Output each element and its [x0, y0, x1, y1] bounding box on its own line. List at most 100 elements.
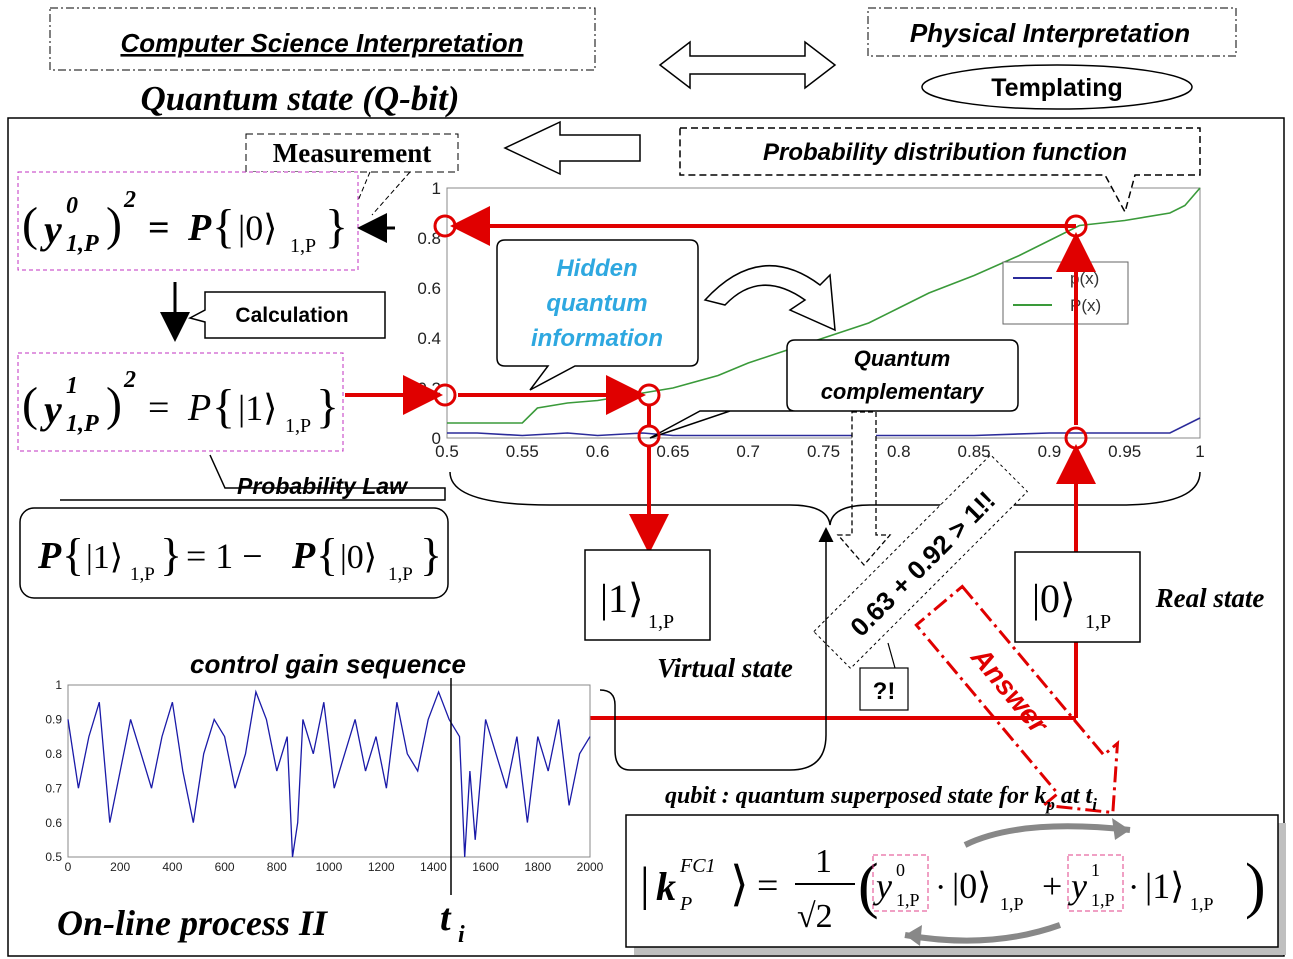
qubit-y1: y [1068, 866, 1087, 906]
templating-label: Templating [991, 74, 1122, 102]
marker-cdf-0.63 [637, 383, 661, 407]
law-equals: = 1 − [186, 536, 263, 576]
pdf-callout-label: Probability distribution function [763, 139, 1127, 166]
quantum-state-title: Quantum state (Q-bit) [141, 79, 460, 118]
quantum-comp-callout [649, 339, 1019, 439]
y1-left-paren: ( [22, 378, 38, 431]
xtick-label: 1600 [472, 860, 499, 874]
ti-sub: i [458, 922, 465, 948]
calculation-label: Calculation [235, 304, 348, 327]
real-ket-sub: 1,P [1085, 611, 1111, 633]
y0-sup: 0 [66, 193, 78, 219]
xtick-label: 1400 [420, 860, 447, 874]
qubit-k-sub: P [679, 893, 692, 915]
xtick-label: 0.8 [887, 442, 911, 461]
bottom-swap-arrowhead [905, 925, 922, 946]
surprise-box [859, 667, 909, 711]
physical-interpretation-title: Physical Interpretation [910, 18, 1190, 48]
qubit-y1-sup: 1 [1091, 860, 1100, 880]
xtick-label: 0.75 [807, 442, 840, 461]
law-ket1-sub: 1,P [130, 564, 155, 585]
marker-x-0.63 [637, 424, 661, 448]
ytick-label: 0.4 [417, 329, 441, 348]
online-process-label: On-line process II [57, 903, 329, 943]
top-swap-arrowhead [1112, 818, 1130, 840]
probability-law-box [19, 507, 449, 599]
xtick-label: 400 [162, 860, 182, 874]
qubit-ket1-sub: 1,P [1190, 894, 1214, 914]
surprise-pointer [887, 642, 896, 669]
y0-left-paren: ( [22, 198, 38, 251]
answer-label: Answer [965, 641, 1056, 741]
marker-x-0.92 [1064, 426, 1088, 450]
series-line-1 [447, 187, 1201, 424]
bottom-swap-arrow [904, 922, 1062, 944]
answer-arrow-outline [914, 584, 1120, 815]
law-ket0: |0⟩ [340, 539, 377, 576]
virtual-state-box [584, 549, 711, 641]
y1-ket: |1⟩ [238, 388, 277, 428]
qubit-box [625, 814, 1279, 948]
y0-equation-box [17, 171, 359, 271]
top-swap-arrow [963, 823, 1131, 848]
cs-interpretation-title: Computer Science Interpretation [120, 28, 523, 58]
quantum-comp-line2: complementary [821, 379, 985, 404]
hidden-info-callout [496, 239, 699, 391]
y1-rbrace: } [316, 380, 339, 433]
xtick-label: 0.85 [958, 442, 991, 461]
series-line-0 [67, 689, 591, 858]
measurement-label: Measurement [273, 138, 431, 168]
y1-symbol: y [40, 387, 62, 432]
y0-square: 2 [123, 187, 136, 213]
curved-arrow-icon [703, 264, 836, 332]
qubit-y0-sub: 1,P [896, 890, 920, 910]
y0-symbol: y [40, 207, 62, 252]
y1-P: P [187, 387, 211, 429]
xtick-label: 0 [65, 860, 72, 874]
xtick-label: 800 [267, 860, 287, 874]
law-rbrace2: } [420, 529, 442, 580]
y0-equals: = [148, 207, 170, 249]
xtick-label: 0.6 [586, 442, 610, 461]
ytick-label: 0.8 [45, 747, 62, 761]
left-hollow-arrow-icon [503, 120, 641, 176]
pdf-chart-legend [1002, 261, 1129, 325]
probability-law-label: Probability Law [237, 473, 409, 499]
ytick-label: 0.7 [45, 781, 62, 795]
virtual-ket-sub: 1,P [648, 611, 674, 633]
ytick-label: 1 [432, 179, 441, 198]
law-ket0-sub: 1,P [388, 564, 413, 585]
ytick-label: 0.5 [45, 850, 62, 864]
marker-0.18-axis [433, 383, 457, 407]
real-state-label: Real state [1155, 583, 1265, 613]
law-lbrace1: { [62, 529, 84, 580]
qubit-caption-at: at t [1055, 783, 1094, 809]
ytick-label: 0.9 [45, 713, 62, 727]
xtick-label: 1000 [316, 860, 343, 874]
y0-rbrace: } [325, 200, 348, 253]
y1-square: 2 [123, 367, 136, 393]
ytick-label: 1 [55, 678, 62, 692]
qubit-y1-sub: 1,P [1091, 890, 1115, 910]
xtick-label: 2000 [577, 860, 604, 874]
series-line-0 [447, 417, 1201, 437]
control-gain-chart: 0.5 0.6 0.7 0.8 0.9 1 0 200 400 600 800 1000 1200 14… [45, 678, 603, 874]
xtick-label: 0.55 [506, 442, 539, 461]
marker-0.85-axis [433, 214, 457, 238]
y0-right-paren: ) [106, 198, 122, 251]
virtual-state-label: Virtual state [657, 653, 793, 683]
qubit-caption-i: i [1092, 795, 1097, 814]
virtual-ket: |1⟩ [600, 576, 644, 621]
qubit-ket0-sub: 1,P [1000, 894, 1024, 914]
xtick-label: 600 [215, 860, 235, 874]
y0-highlight [872, 854, 929, 912]
real-ket: |0⟩ [1032, 576, 1076, 621]
y1-sub: 1,P [66, 411, 99, 437]
xtick-label: 0.9 [1038, 442, 1062, 461]
y1-equals: = [148, 387, 169, 429]
law-P2: P [291, 535, 316, 577]
qubit-frac-num: 1 [815, 843, 832, 880]
qubit-rparen: ) [1245, 852, 1266, 920]
xtick-label: 1 [1195, 442, 1204, 461]
qubit-ket-open: | [640, 858, 650, 911]
